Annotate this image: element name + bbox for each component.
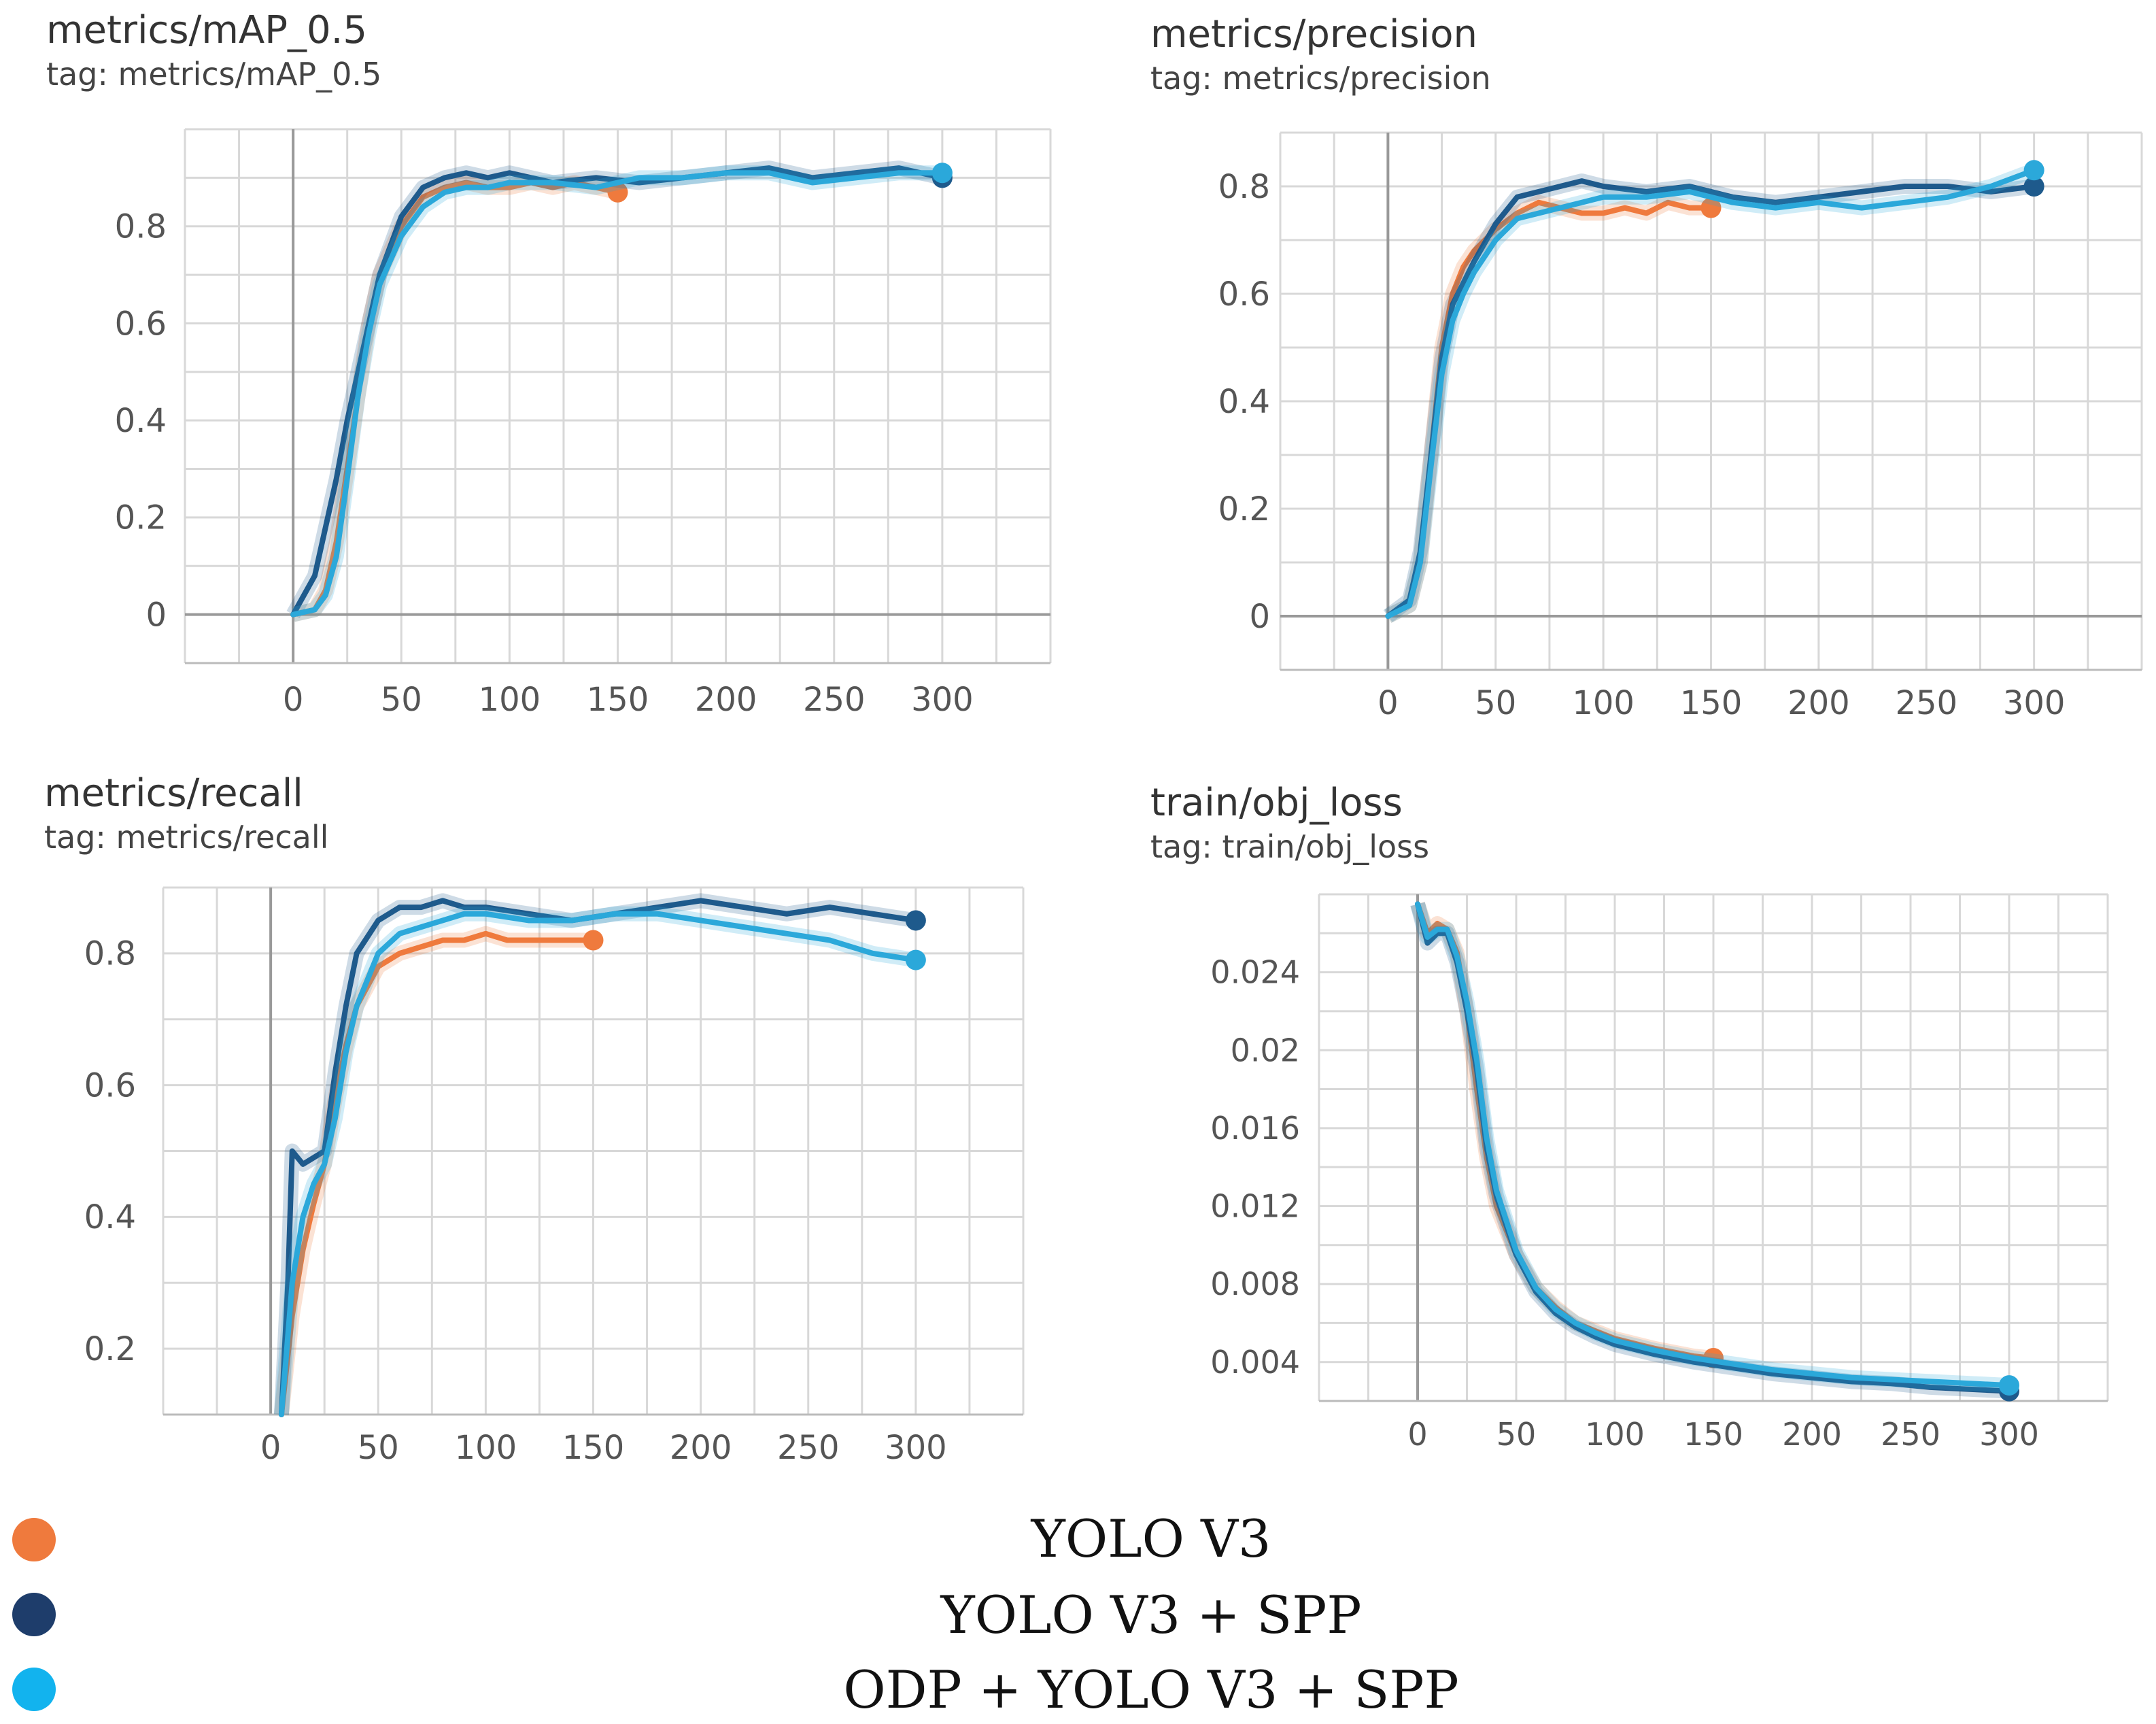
chart-panel-map: metrics/mAP_0.5 tag: metrics/mAP_0.5 0 50… [0,0,1074,748]
series-line-odp [1385,167,2037,619]
chart-panel-obj-loss: train/obj_loss tag: train/obj_loss 0 50 10… [1088,755,2156,1489]
y-tick-label: 0.8 [84,935,136,973]
series-end-marker-yolo [1700,197,1722,218]
chart-subtitle: tag: metrics/recall [44,819,329,856]
x-tick-label: 100 [479,681,541,719]
y-tick-label: 0.016 [1210,1110,1300,1147]
x-tick-label: 300 [2003,684,2066,722]
line-chart-obj-loss: 0 50 100 150 200 250 300 0.004 0.008 0.012 0.016 0.… [1210,893,2109,1453]
x-tick-label: 200 [1787,684,1850,722]
x-tick-label: 0 [283,681,304,719]
y-tick-label: 0 [146,596,167,634]
x-tick-label: 150 [562,1429,625,1467]
x-tick-label: 50 [381,681,422,719]
x-tick-label: 250 [777,1429,840,1467]
x-tick-label: 0 [1407,1416,1427,1453]
chart-panel-precision: metrics/precision tag: metrics/precision… [1088,0,2156,748]
legend-swatch-yolo [12,1518,56,1561]
x-tick-label: 250 [1895,684,1957,722]
y-tick-label: 0.012 [1210,1188,1300,1225]
series-end-marker-yolo_spp [2023,176,2044,197]
series-line-yolo_spp [290,165,945,618]
x-tick-label: 300 [911,681,974,719]
x-tick-label: 300 [1979,1416,2039,1453]
x-tick-label: 200 [695,681,757,719]
y-tick-label: 0.4 [115,402,167,440]
y-tick-label: 0.004 [1210,1344,1300,1381]
series-end-marker-odp [905,949,926,970]
line-chart-map: 0 50 100 150 200 250 300 0 0.2 0.4 0.6 0.8 [115,128,1052,719]
series-end-marker-odp [931,163,953,184]
x-tick-label: 300 [885,1429,947,1467]
series-end-marker-yolo_spp [905,910,926,931]
y-tick-label: 0.6 [84,1066,136,1104]
y-tick-label: 0.2 [84,1330,136,1368]
series-end-marker-odp [2023,160,2044,181]
series-line-odp [278,911,919,1417]
y-tick-label: 0.8 [1218,168,1270,206]
series-end-marker-yolo [607,182,628,203]
x-tick-label: 100 [1572,684,1635,722]
x-tick-label: 0 [260,1429,281,1467]
x-tick-label: 200 [1782,1416,1842,1453]
chart-subtitle: tag: metrics/mAP_0.5 [46,56,382,92]
x-tick-label: 50 [1475,684,1516,722]
chart-title: metrics/precision [1150,12,1478,56]
series-line-yolo [278,930,596,1417]
line-chart-recall: 0 50 100 150 200 250 300 0.2 0.4 0.6 0.8 [84,886,1025,1467]
series-raw-band-odp [273,906,917,1415]
x-tick-label: 100 [1585,1416,1645,1453]
legend-label-yolo: YOLO V3 [1031,1508,1271,1569]
y-tick-label: 0.008 [1210,1266,1300,1302]
line-chart-precision: 0 50 100 150 200 250 300 0 0.2 0.4 0.6 0.8 [1218,131,2143,722]
legend-label-yolo-spp: YOLO V3 + SPP [940,1585,1362,1645]
x-tick-label: 50 [358,1429,399,1467]
y-tick-label: 0.02 [1231,1032,1300,1068]
series-line-odp [1415,901,2012,1389]
y-tick-label: 0.024 [1210,954,1300,991]
grid [1318,893,2109,1402]
legend-swatch-yolo-spp [12,1593,56,1636]
legend-swatch-odp [12,1668,56,1711]
y-tick-label: 0.4 [1218,383,1270,421]
chart-title: train/obj_loss [1150,781,1403,825]
series-end-marker-yolo [583,930,604,951]
chart-subtitle: tag: train/obj_loss [1150,828,1430,865]
y-tick-label: 0.2 [115,499,167,537]
y-tick-label: 0.8 [115,208,167,246]
series-end-marker-odp [1999,1375,2019,1396]
y-tick-label: 0.4 [84,1198,136,1236]
y-tick-label: 0.6 [115,305,167,343]
x-tick-label: 150 [1683,1416,1743,1453]
chart-panel-recall: metrics/recall tag: metrics/recall 0 50 10… [0,755,1074,1489]
x-tick-label: 150 [587,681,649,719]
chart-subtitle: tag: metrics/precision [1150,60,1491,97]
x-tick-label: 250 [803,681,866,719]
legend-label-odp: ODP + YOLO V3 + SPP [843,1659,1459,1720]
x-tick-label: 0 [1378,684,1399,722]
series-raw-band-yolo [274,926,594,1416]
y-tick-label: 0.6 [1218,275,1270,314]
chart-title: metrics/recall [44,771,303,815]
y-tick-label: 0 [1249,598,1270,636]
x-tick-label: 150 [1680,684,1743,722]
x-tick-label: 200 [670,1429,732,1467]
series-line-yolo_spp [278,898,919,1417]
chart-title: metrics/mAP_0.5 [46,8,368,52]
x-tick-label: 50 [1496,1416,1537,1453]
x-tick-label: 100 [455,1429,517,1467]
y-tick-label: 0.2 [1218,490,1270,528]
series-line-odp [290,170,945,618]
x-tick-label: 250 [1881,1416,1940,1453]
